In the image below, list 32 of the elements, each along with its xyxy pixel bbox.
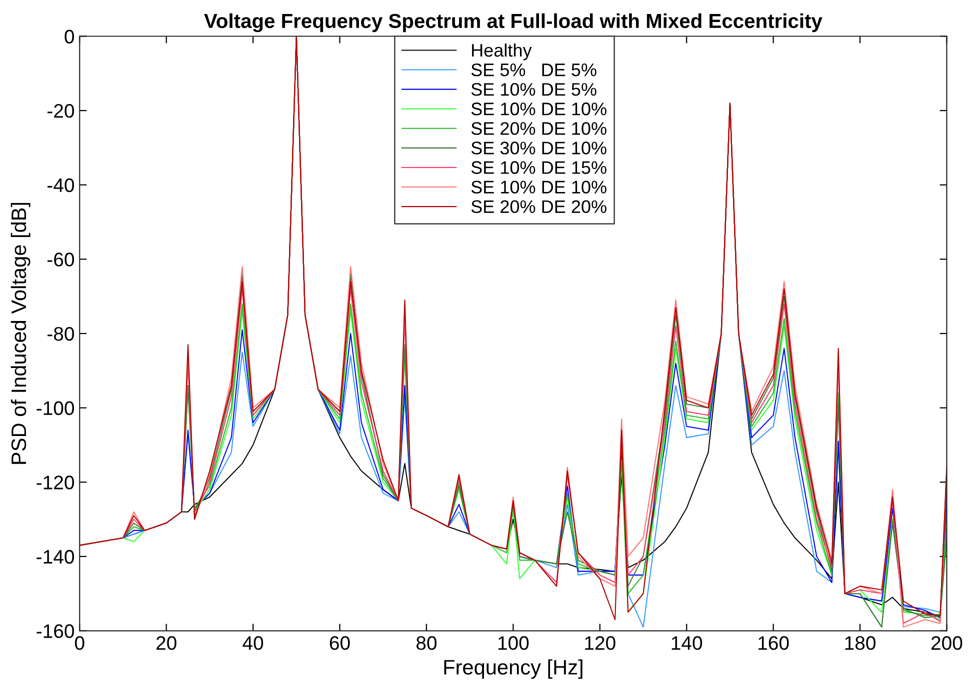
y-tick-label: -40 — [48, 178, 74, 192]
y-tick-label: -100 — [36, 401, 74, 416]
x-tick-label: 60 — [330, 636, 350, 650]
y-tick-label: -140 — [36, 550, 74, 564]
x-tick-label: 40 — [242, 636, 264, 650]
x-tick-label: 20 — [156, 636, 176, 650]
legend-label: SE 10% DE 10% — [471, 102, 606, 116]
legend-label: Healthy — [472, 43, 532, 60]
y-tick-label: -160 — [36, 624, 74, 638]
x-tick-label: 100 — [498, 636, 529, 650]
x-tick-label: 120 — [585, 636, 616, 650]
x-tick-label: 140 — [672, 636, 702, 650]
legend-label: SE 20% DE 10% — [471, 122, 606, 135]
legend-label: SE 10% DE 15% — [471, 161, 606, 174]
y-axis-title: PSD of Induced Voltage [dB] — [10, 202, 30, 464]
legend-label: SE 20% DE 20% — [471, 200, 606, 214]
y-tick-label: -120 — [36, 476, 74, 490]
x-axis-title: Frequency [Hz] — [444, 659, 582, 679]
x-tick-label: 200 — [931, 636, 962, 650]
legend-label: SE 10% DE 10% — [471, 180, 606, 194]
y-tick-label: 0 — [64, 30, 74, 44]
x-tick-label: 180 — [845, 636, 876, 650]
y-tick-label: -80 — [48, 326, 74, 341]
y-tick-label: -60 — [48, 252, 74, 266]
chart-title: Voltage Frequency Spectrum at Full-load with Mixed Eccentricity — [204, 13, 822, 32]
legend-label: SE 5% DE 5% — [471, 63, 596, 76]
x-tick-label: 0 — [74, 636, 84, 650]
y-tick-label: -20 — [48, 104, 74, 118]
legend-label: SE 30% DE 10% — [471, 142, 606, 154]
legend-label: SE 10% DE 5% — [471, 83, 596, 96]
x-tick-label: 160 — [758, 636, 789, 650]
x-tick-label: 80 — [416, 636, 437, 650]
